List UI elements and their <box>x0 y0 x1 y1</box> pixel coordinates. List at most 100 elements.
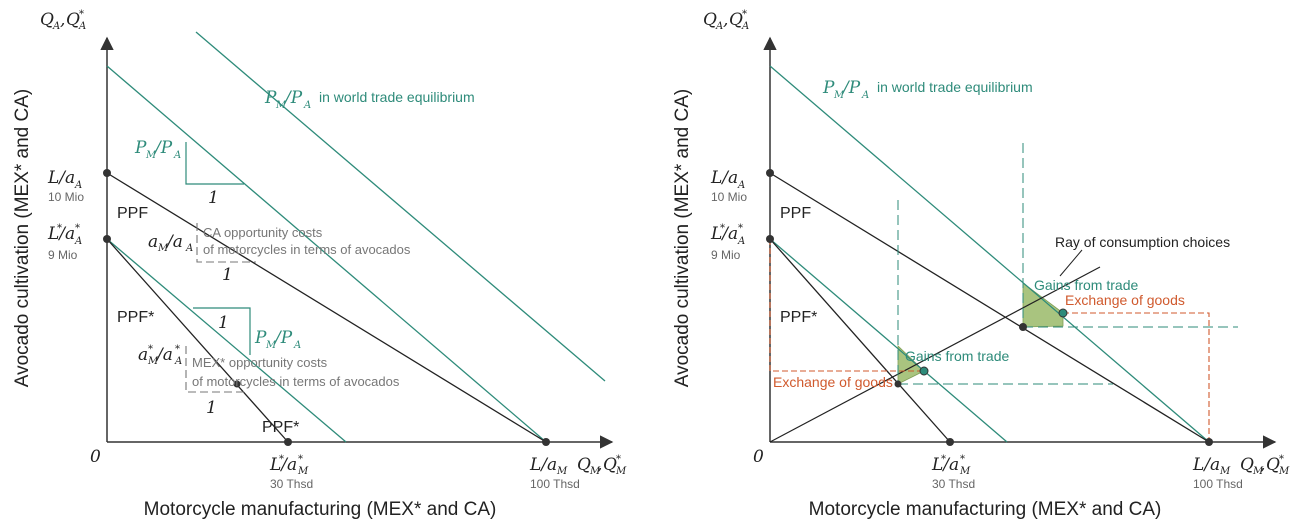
left-ca-cost-text-1: CA opportunity costs <box>203 225 323 240</box>
svg-text:M: M <box>1278 466 1290 477</box>
left-x-intercept-mex-label: L/a * M * 30 Thsd <box>269 454 313 491</box>
svg-text:A: A <box>861 90 869 101</box>
svg-text:A: A <box>74 236 82 247</box>
left-x-axis-label: Q M , Q M * <box>577 454 627 477</box>
svg-text:30 Thsd: 30 Thsd <box>932 477 975 491</box>
svg-text:100 Thsd: 100 Thsd <box>1193 477 1243 491</box>
svg-text:/a: /a <box>155 345 173 365</box>
right-y-intercept-mex-label: L/a * A * 9 Mio <box>710 223 745 262</box>
svg-text:M: M <box>615 466 627 477</box>
left-mex-cost-text-1: MEX* opportunity costs <box>192 355 328 370</box>
right-dot-ca-production <box>1019 323 1027 331</box>
svg-text:/P: /P <box>153 138 173 158</box>
left-slope-one-top: 1 <box>208 188 219 208</box>
svg-text:L/a: L/a <box>1192 455 1220 475</box>
left-slope-label-bottom: P M /P A <box>254 328 301 351</box>
left-ca-cost-one: 1 <box>222 265 233 285</box>
left-slope-triangle-bottom <box>193 307 251 355</box>
right-ppf-ca-label: PPF <box>780 205 811 222</box>
svg-text:Q: Q <box>729 10 743 30</box>
svg-text:in world trade equilibrium: in world trade equilibrium <box>319 89 475 105</box>
right-y-intercept-ca-label: L/a A 10 Mio <box>710 168 747 204</box>
svg-text:M: M <box>1252 466 1264 477</box>
right-x-intercept-ca-label: L/a M 100 Thsd <box>1192 455 1243 491</box>
svg-text:P: P <box>822 78 835 98</box>
svg-text:M: M <box>959 466 971 477</box>
right-gains-label-mex: Gains from trade <box>905 348 1009 364</box>
right-exchange-label-mex: Exchange of goods <box>773 374 893 390</box>
left-ppf-mex <box>106 238 289 443</box>
svg-text:*: * <box>616 454 621 465</box>
svg-text:P: P <box>264 88 277 108</box>
right-ppf-ca <box>769 172 1210 443</box>
right-dot-mex-y <box>766 235 774 243</box>
left-ca-cost-triangle <box>196 223 256 263</box>
svg-text:*: * <box>79 9 84 20</box>
right-panel: Avocado cultivation (MEX* and CA) Motorc… <box>672 9 1290 520</box>
svg-text:*: * <box>738 223 743 234</box>
right-exchange-mex <box>769 239 924 372</box>
left-world-price-line-mex <box>106 238 347 443</box>
left-dot-ca-x <box>542 438 550 446</box>
svg-text:M: M <box>589 466 601 477</box>
svg-text:M: M <box>556 466 568 477</box>
svg-text:A: A <box>185 243 193 254</box>
right-ray-label-leader <box>1059 249 1083 277</box>
svg-text:9 Mio: 9 Mio <box>48 248 78 262</box>
left-x-axis-title: Motorcycle manufacturing (MEX* and CA) <box>144 499 497 520</box>
svg-text:*: * <box>75 223 80 234</box>
svg-text:10 Mio: 10 Mio <box>48 190 84 204</box>
left-y-axis-title: Avocado cultivation (MEX* and CA) <box>12 89 33 388</box>
svg-text:a: a <box>148 232 158 252</box>
right-y-axis-title: Avocado cultivation (MEX* and CA) <box>672 89 693 388</box>
svg-text:M: M <box>297 466 309 477</box>
right-x-intercept-mex-label: L/a * M * 30 Thsd <box>931 454 975 491</box>
svg-text:*: * <box>1279 454 1284 465</box>
right-dot-ca-consumption <box>1058 308 1068 318</box>
svg-text:a: a <box>138 345 148 365</box>
svg-text:9 Mio: 9 Mio <box>711 248 741 262</box>
right-x-axis-label: Q M , Q M * <box>1240 454 1290 477</box>
left-ppf-mex-label-2: PPF* <box>262 419 299 436</box>
right-origin: 0 <box>753 447 764 467</box>
svg-text:P: P <box>134 138 147 158</box>
svg-text:L/a: L/a <box>710 168 738 188</box>
svg-text:A: A <box>74 180 82 191</box>
svg-text:A: A <box>78 21 86 32</box>
right-ppf-mex-label: PPF* <box>780 309 817 326</box>
right-exchange-ca <box>1063 312 1210 442</box>
svg-text:A: A <box>303 100 311 111</box>
right-dot-ca-x <box>1205 438 1213 446</box>
svg-text:A: A <box>737 180 745 191</box>
svg-text:A: A <box>715 21 723 32</box>
svg-text:Q: Q <box>603 455 617 475</box>
svg-text:Q: Q <box>703 10 717 30</box>
left-dot-mex-x <box>284 438 292 446</box>
right-world-price-line-ca <box>769 65 1210 443</box>
left-dot-mex-y <box>103 235 111 243</box>
svg-text:10 Mio: 10 Mio <box>711 190 747 204</box>
left-world-price-line-outer <box>195 31 606 382</box>
svg-text:*: * <box>720 223 725 234</box>
left-mex-cost-label: a * M /a * A <box>138 344 182 367</box>
left-origin: 0 <box>90 447 101 467</box>
svg-text:/a: /a <box>165 232 183 252</box>
svg-text:in world trade equilibrium: in world trade equilibrium <box>877 79 1033 95</box>
svg-text:*: * <box>175 344 180 355</box>
svg-text:A: A <box>293 340 301 351</box>
svg-text:M: M <box>145 150 157 161</box>
left-slope-label-top: P M /P A <box>134 138 181 161</box>
left-dot-mex-mid <box>233 380 241 388</box>
left-ppf-ca-label: PPF <box>117 205 148 222</box>
svg-text:Q: Q <box>577 455 591 475</box>
svg-text:/P: /P <box>283 88 303 108</box>
svg-text:*: * <box>57 223 62 234</box>
svg-text:Q: Q <box>66 10 80 30</box>
left-mex-cost-triangle <box>185 346 245 393</box>
right-consumption-ray <box>769 266 1101 443</box>
svg-text:L/a: L/a <box>931 455 959 475</box>
left-mex-cost-text-2: of motorcycles in terms of avocados <box>192 374 400 389</box>
svg-text:30 Thsd: 30 Thsd <box>270 477 313 491</box>
svg-text:M: M <box>1219 466 1231 477</box>
